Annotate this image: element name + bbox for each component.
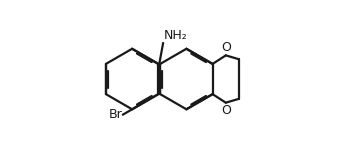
Text: O: O: [221, 104, 231, 117]
Text: Br: Br: [108, 108, 122, 121]
Text: O: O: [221, 41, 231, 54]
Text: NH₂: NH₂: [164, 29, 188, 42]
